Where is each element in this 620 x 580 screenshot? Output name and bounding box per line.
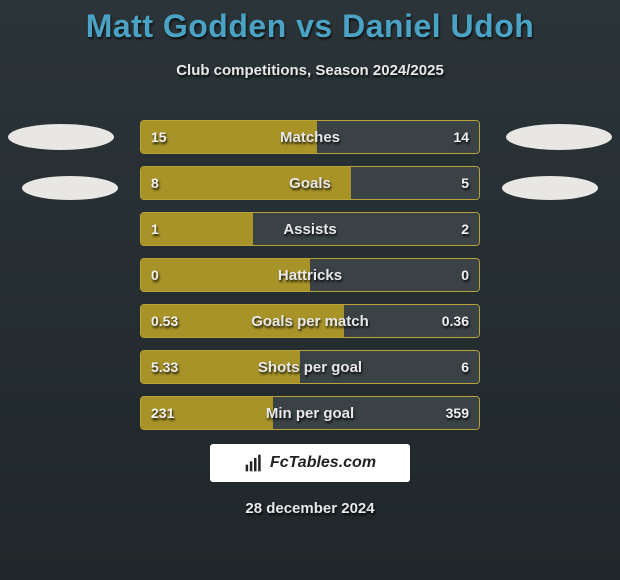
stat-bar-right-fill — [317, 121, 479, 153]
stat-bar-left-fill — [141, 351, 300, 383]
stat-bar-left-fill — [141, 121, 317, 153]
date-text: 28 december 2024 — [0, 500, 620, 517]
stat-bar-right-fill — [310, 259, 479, 291]
player-left-silhouette-2 — [22, 176, 118, 200]
stat-bar-right-fill — [300, 351, 479, 383]
stat-bar-right-fill — [351, 167, 479, 199]
stat-bar-left-fill — [141, 213, 253, 245]
stat-row: Shots per goal5.336 — [140, 350, 480, 384]
stat-bars: Matches1514 Goals85 Assists12 Hattricks00 Go… — [140, 120, 480, 442]
stat-bar-left-fill — [141, 397, 273, 429]
player-right-silhouette-1 — [506, 124, 612, 150]
stat-row: Min per goal231359 — [140, 396, 480, 430]
stat-bar-left-fill — [141, 259, 310, 291]
chart-bars-icon — [244, 453, 264, 473]
player-left-silhouette-1 — [8, 124, 114, 150]
stat-bar-left-fill — [141, 305, 344, 337]
stat-bar-right-fill — [253, 213, 479, 245]
comparison-infographic: Matt Godden vs Daniel Udoh Club competit… — [0, 0, 620, 580]
page-title: Matt Godden vs Daniel Udoh — [0, 8, 620, 45]
stat-bar-left-fill — [141, 167, 351, 199]
stat-row: Matches1514 — [140, 120, 480, 154]
page-subtitle: Club competitions, Season 2024/2025 — [0, 62, 620, 79]
stat-bar-right-fill — [344, 305, 479, 337]
watermark-text: FcTables.com — [270, 454, 376, 472]
stat-row: Goals85 — [140, 166, 480, 200]
stat-row: Goals per match0.530.36 — [140, 304, 480, 338]
player-right-silhouette-2 — [502, 176, 598, 200]
watermark: FcTables.com — [210, 444, 410, 482]
stat-row: Hattricks00 — [140, 258, 480, 292]
stat-row: Assists12 — [140, 212, 480, 246]
stat-bar-right-fill — [273, 397, 479, 429]
